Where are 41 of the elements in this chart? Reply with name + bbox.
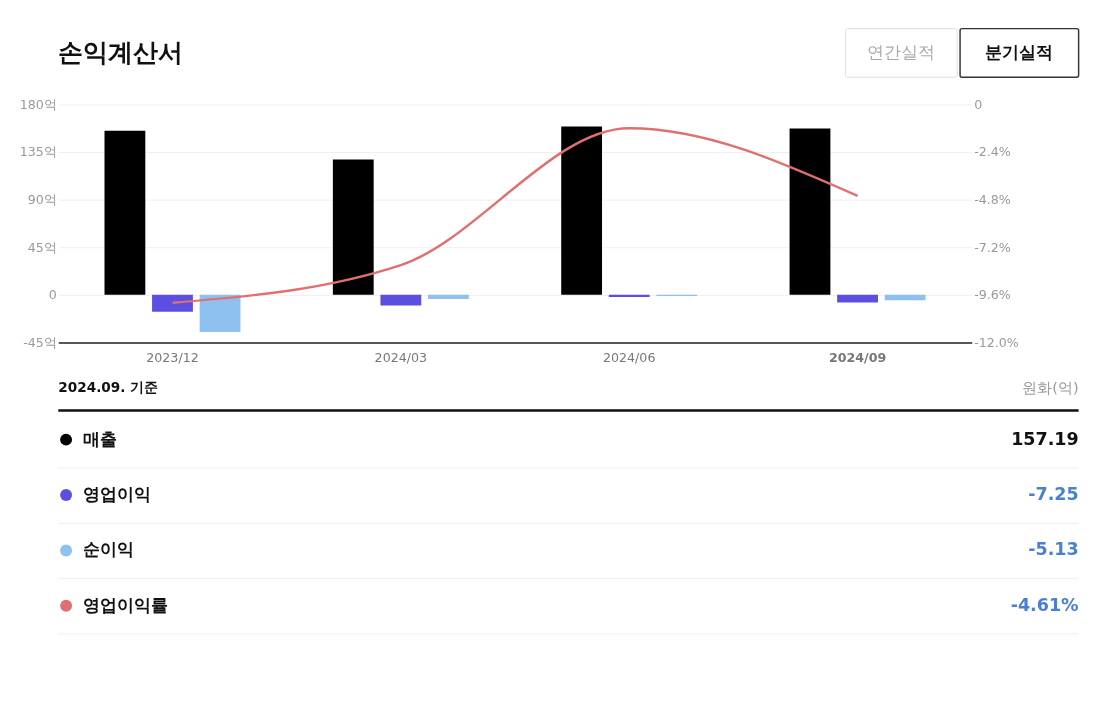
bar (332, 159, 374, 295)
y-tick-label: -45억 (23, 334, 57, 350)
line-series (171, 126, 859, 305)
bar (608, 294, 650, 297)
text: -7.25 (1028, 483, 1079, 504)
text: 원화(억) (1022, 379, 1079, 397)
x-tick-label: 2024/09 (828, 350, 887, 366)
x-tick-label: 2024/03 (374, 350, 428, 366)
text: 2024.09. 기준 (58, 379, 159, 396)
y-tick-label: 90억 (27, 192, 57, 208)
x-tick-label: 2024/06 (602, 350, 656, 366)
y2-tick-label: -4.8% (974, 192, 1011, 208)
y-tick-label: 180억 (19, 96, 57, 112)
legend-label: 영업이익 (82, 483, 151, 504)
bar (884, 294, 926, 301)
y2-tick-label: -9.6% (974, 287, 1011, 303)
y-tick-label: 0 (48, 287, 57, 303)
x-tick-label: 2023/12 (146, 350, 199, 366)
legend-label: 영업이익률 (82, 594, 168, 615)
bar (104, 130, 146, 295)
y2-tick-label: 0 (974, 96, 983, 112)
legend-label: 매출 (82, 428, 117, 449)
y-tick-label: 135억 (19, 144, 57, 160)
text: 157.19 (1011, 428, 1079, 449)
bar (561, 126, 603, 295)
bar (380, 294, 422, 306)
bar (837, 294, 878, 303)
text: 분기실적 (985, 42, 1054, 62)
y2-tick-label: -7.2% (974, 239, 1011, 255)
legend-label: 순이익 (82, 539, 134, 560)
y-tick-label: 45억 (27, 239, 57, 255)
chart-title: 손익계산서 (58, 37, 184, 67)
bar (789, 128, 831, 295)
text: 연간실적 (867, 42, 936, 62)
text: -5.13 (1028, 539, 1079, 560)
bar (428, 294, 469, 300)
bar (152, 294, 193, 312)
text: -4.61% (1010, 594, 1079, 615)
bar (199, 294, 241, 332)
y2-tick-label: -12.0% (974, 334, 1019, 350)
y2-tick-label: -2.4% (974, 144, 1011, 160)
